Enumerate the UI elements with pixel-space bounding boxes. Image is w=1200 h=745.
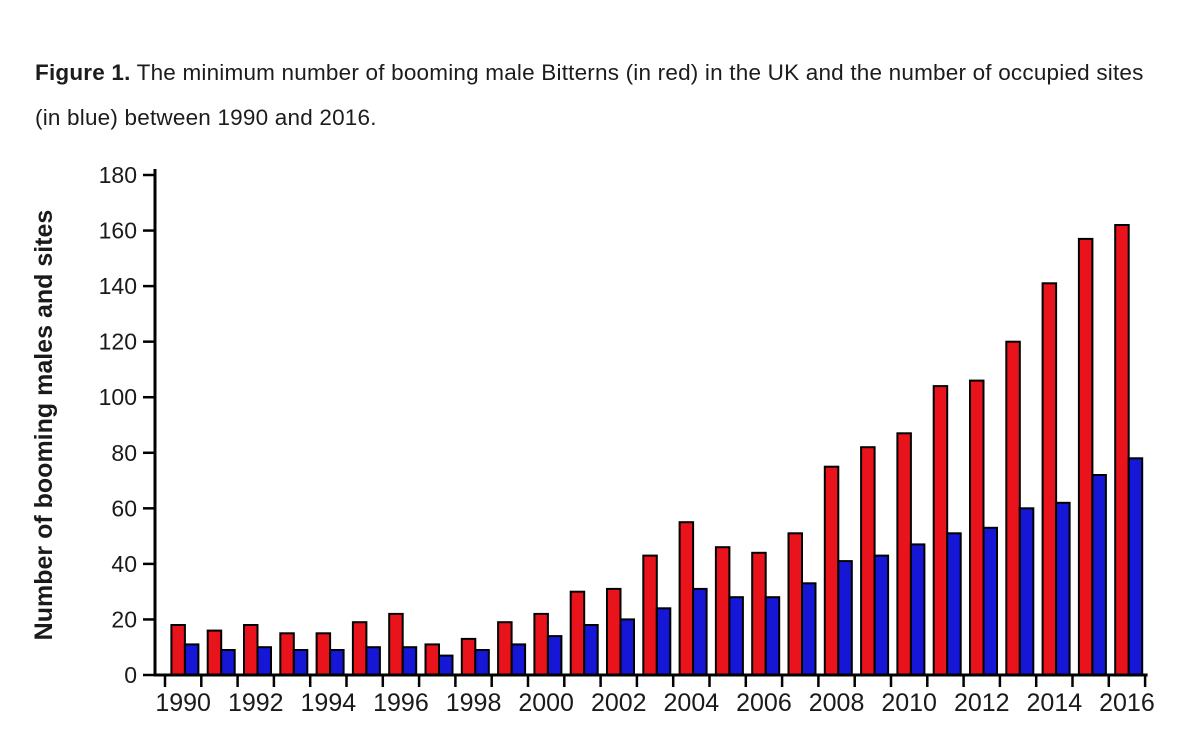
bar-occupied-sites-2009 (873, 554, 890, 676)
bar-occupied-sites-1994 (329, 649, 345, 676)
y-axis-tick-label: 100 (99, 384, 137, 410)
bar-occupied-sites-2002 (619, 618, 635, 677)
bar-occupied-sites-1998 (474, 649, 490, 676)
bar-occupied-sites-2001 (583, 624, 599, 676)
bar-booming-males-2001 (569, 590, 586, 677)
bar-booming-males-1994 (315, 632, 332, 676)
y-axis-tick-label: 80 (111, 440, 137, 466)
y-axis-tick-label: 20 (111, 606, 137, 632)
bar-occupied-sites-2016 (1127, 457, 1144, 676)
x-axis-tick-label: 2004 (664, 689, 720, 717)
bar-occupied-sites-1993 (292, 649, 309, 676)
bar-occupied-sites-1991 (220, 649, 236, 676)
x-axis-tick-label: 2002 (591, 689, 647, 717)
bar-occupied-sites-2000 (546, 635, 563, 676)
x-axis-tick-label: 2000 (518, 689, 574, 717)
bar-occupied-sites-1990 (183, 643, 200, 677)
bar-booming-males-1991 (206, 629, 223, 676)
bar-booming-males-2010 (896, 432, 912, 676)
bar-booming-males-2009 (860, 446, 876, 677)
bar-booming-males-2000 (533, 612, 549, 677)
x-axis-tick-label: 1996 (373, 689, 429, 717)
bar-occupied-sites-2012 (982, 526, 998, 676)
bar-booming-males-2013 (1005, 340, 1021, 676)
bar-occupied-sites-2004 (692, 587, 708, 677)
x-axis-tick-label: 2010 (881, 689, 937, 717)
bar-booming-males-1996 (388, 612, 404, 677)
bar-occupied-sites-2011 (946, 532, 962, 676)
bar-booming-males-1995 (351, 621, 368, 677)
bar-booming-males-1992 (243, 624, 259, 676)
bar-booming-males-2014 (1041, 282, 1058, 676)
x-axis-tick-label: 2016 (1099, 689, 1155, 717)
bar-occupied-sites-2003 (655, 607, 672, 676)
y-axis-tick-label: 40 (111, 551, 137, 577)
bar-occupied-sites-2008 (837, 560, 853, 676)
bar-booming-males-2011 (932, 385, 949, 676)
bar-occupied-sites-2014 (1055, 501, 1071, 676)
bar-occupied-sites-2015 (1091, 474, 1107, 676)
bar-occupied-sites-2007 (801, 582, 817, 676)
x-axis-tick-label: 2006 (736, 689, 792, 717)
figure-caption: Figure 1. The minimum number of booming … (35, 50, 1175, 140)
x-axis-tick-label: 2008 (809, 689, 865, 717)
x-axis-tick-label: 2012 (954, 689, 1010, 717)
y-axis-tick-label: 140 (99, 273, 137, 299)
y-axis-title: Number of booming males and sites (30, 210, 58, 641)
bar-booming-males-2012 (969, 379, 985, 676)
y-axis-tick-label: 120 (99, 329, 137, 355)
bar-occupied-sites-1997 (438, 654, 454, 676)
bar-occupied-sites-1996 (401, 646, 418, 677)
x-axis-tick-label: 1998 (446, 689, 502, 717)
bar-occupied-sites-2010 (909, 543, 926, 677)
figure-caption-text: The minimum number of booming male Bitte… (35, 60, 1144, 130)
bar-occupied-sites-2013 (1018, 507, 1035, 676)
x-axis-tick-label: 1992 (228, 689, 284, 717)
bar-occupied-sites-2006 (764, 596, 781, 677)
figure-caption-label: Figure 1. (35, 60, 131, 85)
y-axis-tick-label: 160 (99, 218, 137, 244)
bar-booming-males-1990 (170, 624, 186, 676)
bar-booming-males-2016 (1114, 224, 1130, 676)
bar-booming-males-2006 (751, 551, 767, 676)
bar-booming-males-1998 (460, 637, 477, 677)
bar-booming-males-1997 (424, 643, 440, 677)
bar-occupied-sites-1995 (365, 646, 381, 677)
x-axis-tick-label: 1990 (155, 689, 211, 717)
bar-occupied-sites-1999 (510, 643, 527, 677)
bar-booming-males-2004 (678, 521, 695, 677)
bar-booming-males-1993 (279, 632, 295, 676)
y-axis-tick-label: 60 (111, 495, 137, 521)
bar-booming-males-2007 (787, 532, 803, 676)
bar-booming-males-2008 (823, 465, 840, 677)
x-axis-tick-label: 1994 (301, 689, 357, 717)
bar-booming-males-2005 (714, 546, 731, 677)
bar-booming-males-1999 (497, 621, 513, 677)
bar-booming-males-2003 (642, 554, 658, 676)
y-axis-tick-label: 180 (99, 162, 137, 188)
bar-booming-males-2002 (606, 587, 622, 677)
bar-occupied-sites-1992 (256, 646, 272, 677)
bar-occupied-sites-2005 (728, 596, 744, 677)
bar-booming-males-2015 (1077, 237, 1094, 676)
x-axis-tick-label: 2014 (1027, 689, 1083, 717)
y-axis-tick-label: 0 (124, 662, 137, 688)
